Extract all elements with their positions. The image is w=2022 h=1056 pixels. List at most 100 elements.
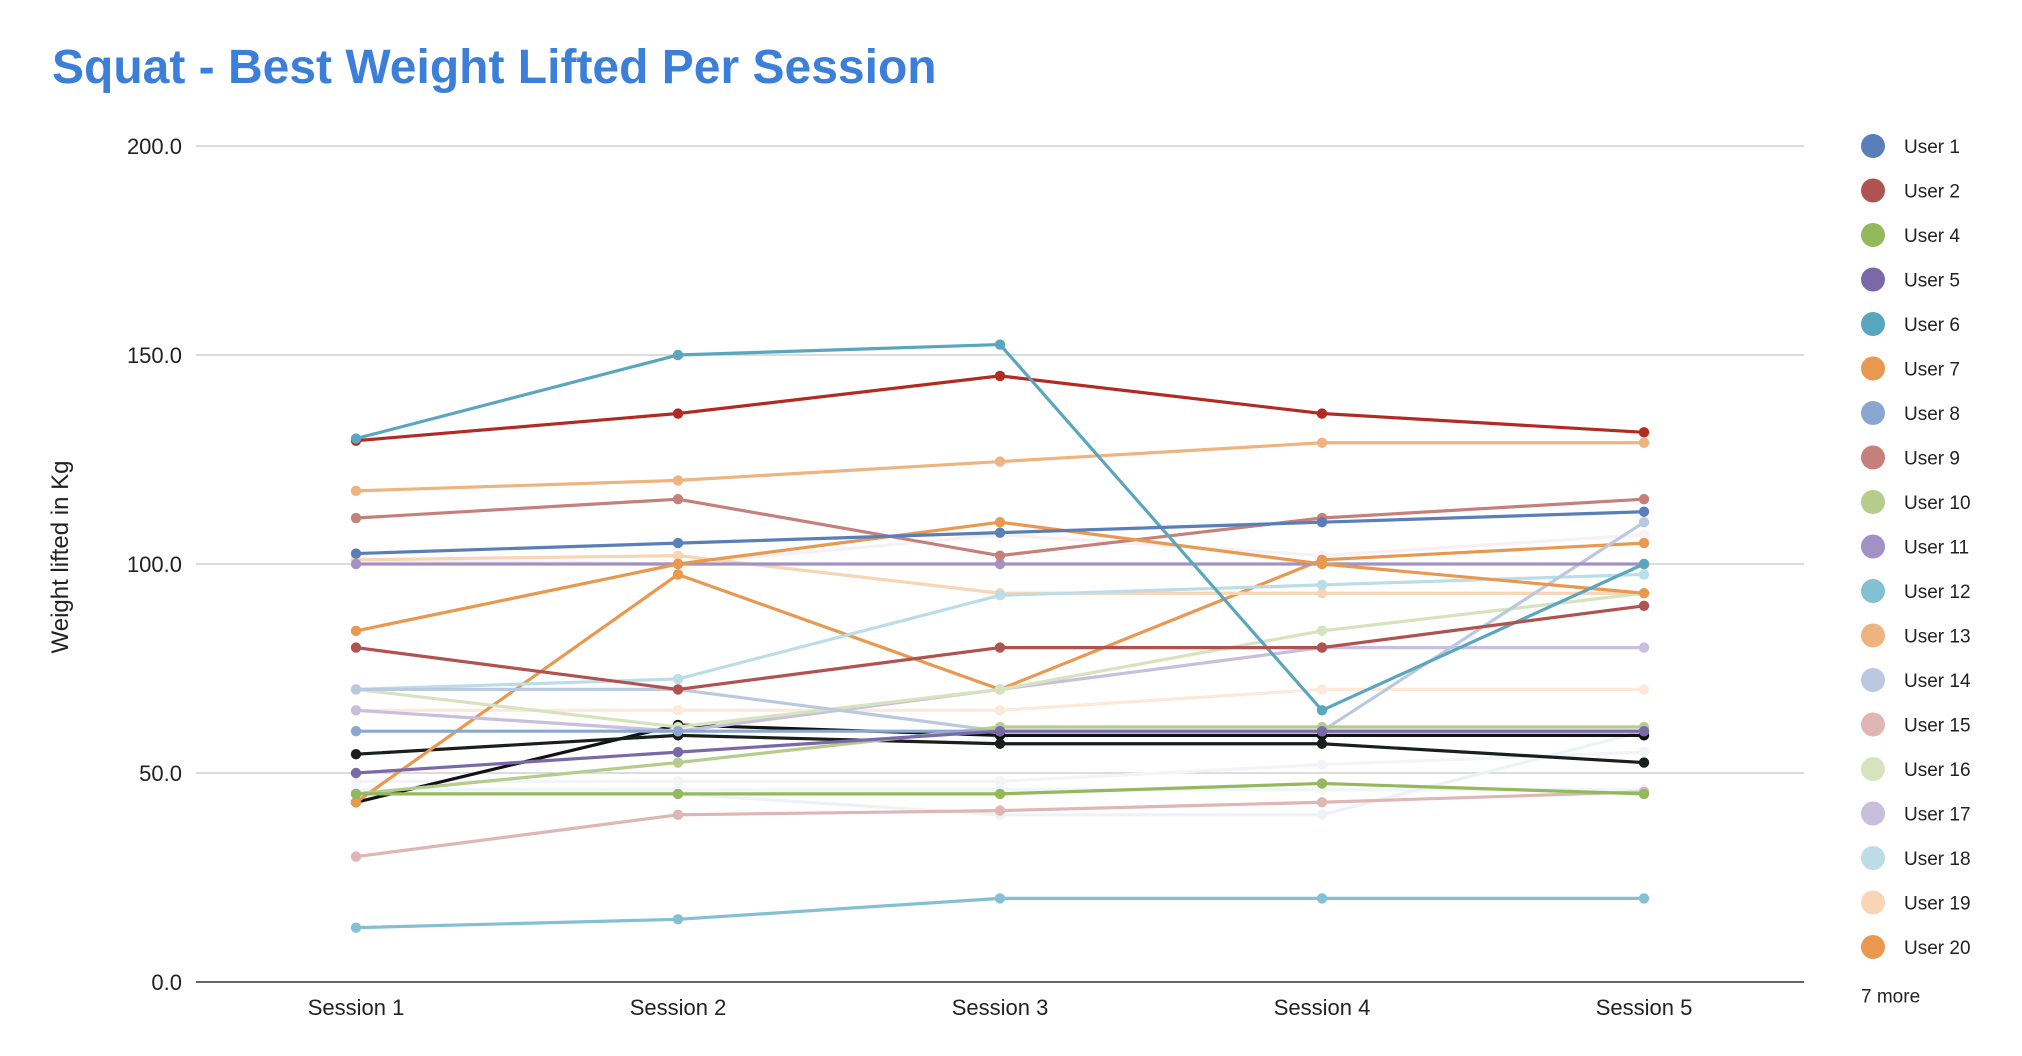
data-point[interactable]	[1316, 809, 1328, 820]
legend-item[interactable]: User 10	[1861, 490, 1971, 514]
data-point[interactable]	[1638, 746, 1650, 758]
legend-item[interactable]: User 2	[1861, 178, 1960, 203]
data-point[interactable]	[994, 642, 1006, 653]
data-point[interactable]	[1316, 625, 1328, 637]
data-point[interactable]	[1638, 569, 1650, 580]
data-point[interactable]	[672, 537, 684, 549]
data-point[interactable]	[994, 705, 1006, 716]
data-point[interactable]	[1638, 517, 1650, 528]
series-8[interactable]	[350, 494, 1650, 561]
data-point[interactable]	[672, 757, 684, 768]
data-point[interactable]	[1638, 506, 1650, 517]
data-point[interactable]	[672, 475, 684, 486]
data-point[interactable]	[994, 527, 1006, 538]
legend-item[interactable]: User 13	[1861, 623, 1971, 648]
data-point[interactable]	[350, 485, 362, 497]
series-6[interactable]	[350, 517, 1650, 637]
data-point[interactable]	[1316, 684, 1328, 695]
data-point[interactable]	[350, 684, 362, 695]
data-point[interactable]	[1638, 893, 1650, 904]
data-point[interactable]	[672, 788, 684, 800]
data-point[interactable]	[994, 726, 1006, 737]
data-point[interactable]	[1316, 705, 1328, 716]
data-point[interactable]	[994, 550, 1006, 561]
data-point[interactable]	[1638, 788, 1650, 800]
data-point[interactable]	[994, 788, 1006, 800]
legend-item[interactable]: User 11	[1861, 534, 1969, 559]
data-point[interactable]	[1316, 408, 1328, 419]
data-point[interactable]	[994, 517, 1006, 528]
data-point[interactable]	[672, 726, 684, 737]
data-point[interactable]	[672, 776, 684, 787]
data-point[interactable]	[672, 914, 684, 925]
legend-item[interactable]: User 1	[1861, 134, 1960, 158]
legend-item[interactable]: User 9	[1861, 445, 1960, 470]
data-point[interactable]	[1638, 537, 1650, 549]
data-point[interactable]	[672, 746, 684, 758]
data-point[interactable]	[350, 642, 362, 653]
series-3[interactable]	[350, 778, 1650, 800]
data-point[interactable]	[994, 738, 1006, 749]
data-point[interactable]	[672, 673, 684, 685]
data-point[interactable]	[672, 569, 684, 580]
data-point[interactable]	[672, 550, 684, 561]
data-point[interactable]	[350, 726, 362, 737]
data-point[interactable]	[1638, 757, 1650, 768]
data-point[interactable]	[994, 370, 1006, 382]
data-point[interactable]	[350, 776, 362, 787]
data-point[interactable]	[350, 788, 362, 800]
data-point[interactable]	[350, 922, 362, 933]
legend-item[interactable]: User 18	[1861, 846, 1971, 870]
data-point[interactable]	[994, 776, 1006, 787]
data-point[interactable]	[350, 705, 362, 716]
data-point[interactable]	[350, 512, 362, 524]
series-24[interactable]	[350, 746, 1650, 787]
legend-item[interactable]: User 6	[1861, 312, 1960, 336]
data-point[interactable]	[1638, 642, 1650, 653]
legend-item[interactable]: User 4	[1861, 223, 1960, 247]
data-point[interactable]	[1638, 494, 1650, 505]
data-point[interactable]	[1316, 759, 1328, 770]
data-point[interactable]	[350, 748, 362, 760]
data-point[interactable]	[350, 548, 362, 559]
data-point[interactable]	[672, 408, 684, 419]
data-point[interactable]	[1638, 600, 1650, 611]
legend-item[interactable]: User 14	[1861, 668, 1971, 692]
data-point[interactable]	[672, 809, 684, 820]
legend-item[interactable]: User 7	[1861, 356, 1960, 381]
data-point[interactable]	[994, 456, 1006, 467]
data-point[interactable]	[1316, 726, 1328, 737]
series-2[interactable]	[350, 600, 1650, 695]
legend-item[interactable]: User 16	[1861, 757, 1971, 781]
series-1[interactable]	[350, 506, 1650, 559]
data-point[interactable]	[1316, 797, 1328, 808]
data-point[interactable]	[1638, 726, 1650, 737]
series-4[interactable]	[350, 726, 1650, 779]
data-point[interactable]	[672, 349, 684, 361]
data-point[interactable]	[1316, 437, 1328, 448]
data-point[interactable]	[994, 805, 1006, 816]
data-point[interactable]	[994, 339, 1006, 350]
data-point[interactable]	[1638, 588, 1650, 599]
legend-item[interactable]: User 8	[1861, 401, 1960, 425]
data-point[interactable]	[994, 558, 1006, 570]
data-point[interactable]	[1638, 529, 1650, 540]
series-5[interactable]	[350, 339, 1650, 716]
series-20[interactable]	[350, 370, 1650, 446]
data-point[interactable]	[672, 705, 684, 716]
data-point[interactable]	[1316, 642, 1328, 653]
legend-item[interactable]: User 12	[1861, 579, 1971, 603]
data-point[interactable]	[350, 851, 362, 862]
data-point[interactable]	[1638, 558, 1650, 570]
data-point[interactable]	[672, 684, 684, 695]
data-point[interactable]	[1316, 738, 1328, 749]
data-point[interactable]	[672, 558, 684, 570]
data-point[interactable]	[350, 558, 362, 570]
data-point[interactable]	[672, 494, 684, 505]
data-point[interactable]	[1316, 558, 1328, 570]
data-point[interactable]	[350, 433, 362, 444]
data-point[interactable]	[1638, 437, 1650, 448]
data-point[interactable]	[1638, 684, 1650, 695]
legend-item[interactable]: User 19	[1861, 890, 1971, 915]
data-point[interactable]	[994, 590, 1006, 601]
